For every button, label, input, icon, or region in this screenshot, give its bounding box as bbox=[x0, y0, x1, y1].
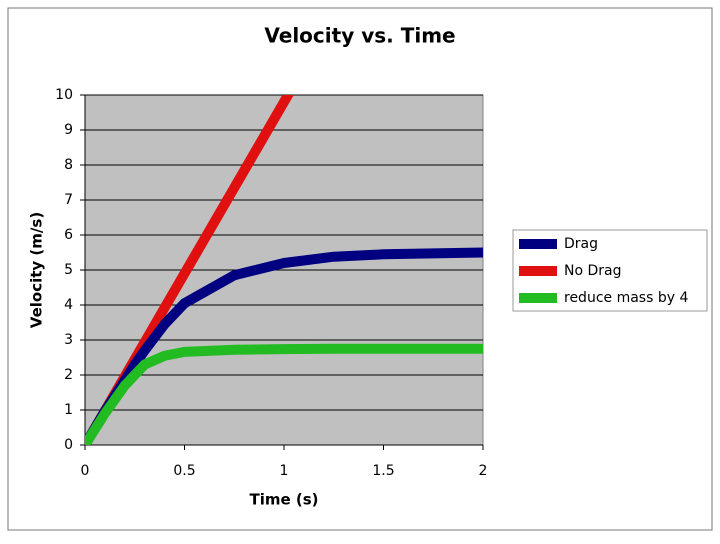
series-line bbox=[85, 343, 483, 445]
legend-label: Drag bbox=[564, 236, 598, 252]
y-tick-label: 6 bbox=[64, 227, 73, 243]
x-tick-label: 1.5 bbox=[372, 463, 394, 479]
y-tick-label: 5 bbox=[64, 262, 73, 278]
legend-label: reduce mass by 4 bbox=[564, 290, 688, 306]
y-tick-label: 0 bbox=[64, 437, 73, 453]
x-tick-label: 1 bbox=[280, 463, 289, 479]
y-axis-title: Velocity (m/s) bbox=[28, 212, 46, 328]
x-tick-label: 0 bbox=[81, 463, 90, 479]
y-tick-label: 7 bbox=[64, 192, 73, 208]
x-tick-label: 2 bbox=[479, 463, 488, 479]
legend-swatch bbox=[519, 266, 557, 276]
y-tick-label: 9 bbox=[64, 122, 73, 138]
y-tick-label: 2 bbox=[64, 367, 73, 383]
y-tick-label: 4 bbox=[64, 297, 73, 313]
chart-title: Velocity vs. Time bbox=[264, 24, 455, 48]
legend-label: No Drag bbox=[564, 263, 622, 279]
y-tick-label: 10 bbox=[55, 87, 73, 103]
y-tick-label: 8 bbox=[64, 157, 73, 173]
legend-swatch bbox=[519, 239, 557, 249]
legend-swatch bbox=[519, 293, 557, 303]
x-tick-label: 0.5 bbox=[173, 463, 195, 479]
y-tick-label: 3 bbox=[64, 332, 73, 348]
y-tick-label: 1 bbox=[64, 402, 73, 418]
x-axis-title: Time (s) bbox=[249, 491, 318, 509]
plot-lines bbox=[85, 95, 483, 445]
